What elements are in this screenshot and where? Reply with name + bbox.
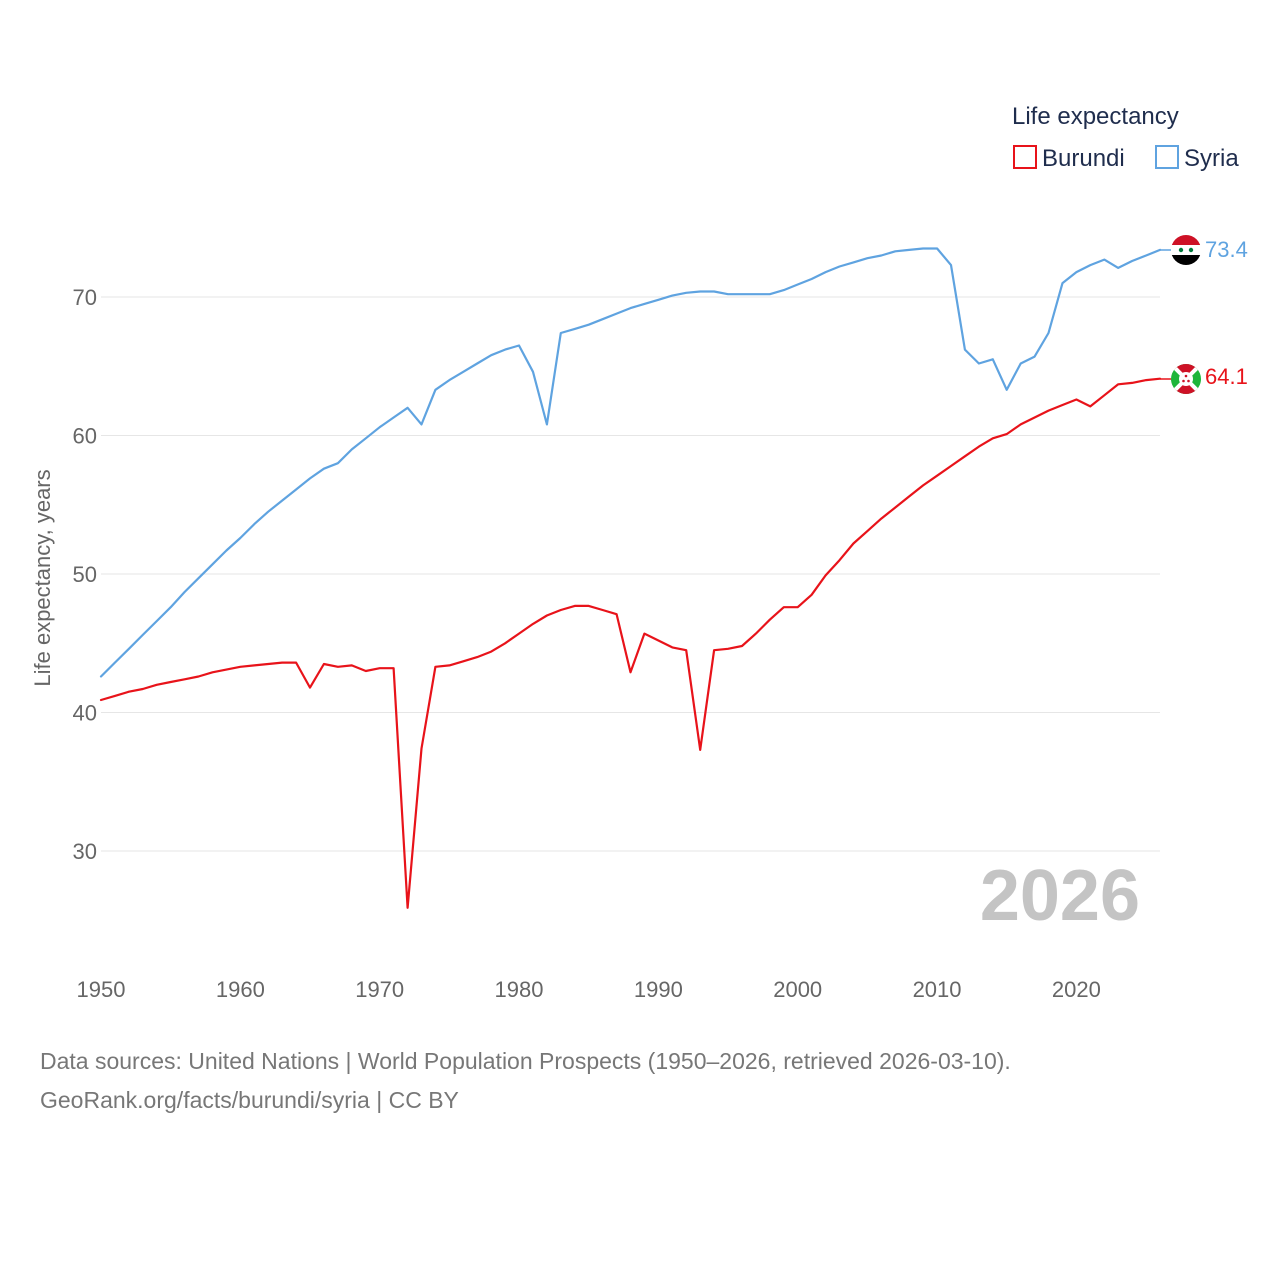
- burundi-flag-icon: [1171, 364, 1201, 394]
- syria-flag-icon: [1171, 235, 1201, 265]
- legend-label-burundi[interactable]: Burundi: [1042, 145, 1125, 172]
- x-tick-label: 2010: [913, 977, 962, 1002]
- legend-title: Life expectancy: [1012, 103, 1179, 130]
- x-tick-label: 2000: [773, 977, 822, 1002]
- y-tick-labels: 30 40 50 60 70: [73, 285, 97, 864]
- legend-swatch-syria[interactable]: [1155, 145, 1179, 169]
- syria-end-marker: 73.4: [1160, 235, 1248, 265]
- series-lines: [99, 247, 1162, 909]
- x-tick-label: 1960: [216, 977, 265, 1002]
- burundi-end-value: 64.1: [1205, 364, 1248, 389]
- x-tick-labels: 1950 1960 1970 1980 1990 2000 2010 2020: [77, 977, 1101, 1002]
- y-tick-label: 30: [73, 839, 97, 864]
- attribution-line: GeoRank.org/facts/burundi/syria | CC BY: [40, 1087, 459, 1113]
- y-axis-label: Life expectancy, years: [30, 469, 55, 686]
- y-tick-label: 60: [73, 424, 97, 449]
- x-tick-label: 1990: [634, 977, 683, 1002]
- source-line: Data sources: United Nations | World Pop…: [40, 1048, 1011, 1074]
- y-tick-label: 40: [73, 701, 97, 726]
- x-tick-label: 1970: [355, 977, 404, 1002]
- source-note: Data sources: United Nations | World Pop…: [40, 1042, 1011, 1120]
- burundi-end-marker: 64.1: [1160, 364, 1248, 394]
- x-tick-label: 1980: [495, 977, 544, 1002]
- legend-swatch-burundi[interactable]: [1013, 145, 1037, 169]
- x-tick-label: 2020: [1052, 977, 1101, 1002]
- legend: Life expectancy Burundi Syria: [1012, 103, 1239, 172]
- y-tick-label: 70: [73, 285, 97, 310]
- syria-end-value: 73.4: [1205, 237, 1248, 262]
- series-line-burundi[interactable]: [99, 377, 1162, 909]
- legend-label-syria[interactable]: Syria: [1184, 145, 1239, 172]
- year-watermark: 2026: [980, 856, 1140, 936]
- y-tick-label: 50: [73, 562, 97, 587]
- series-line-syria[interactable]: [99, 247, 1162, 678]
- chart: Life expectancy Burundi Syria Life expec…: [30, 103, 1248, 1002]
- x-tick-label: 1950: [77, 977, 126, 1002]
- gridlines: [101, 296, 1160, 852]
